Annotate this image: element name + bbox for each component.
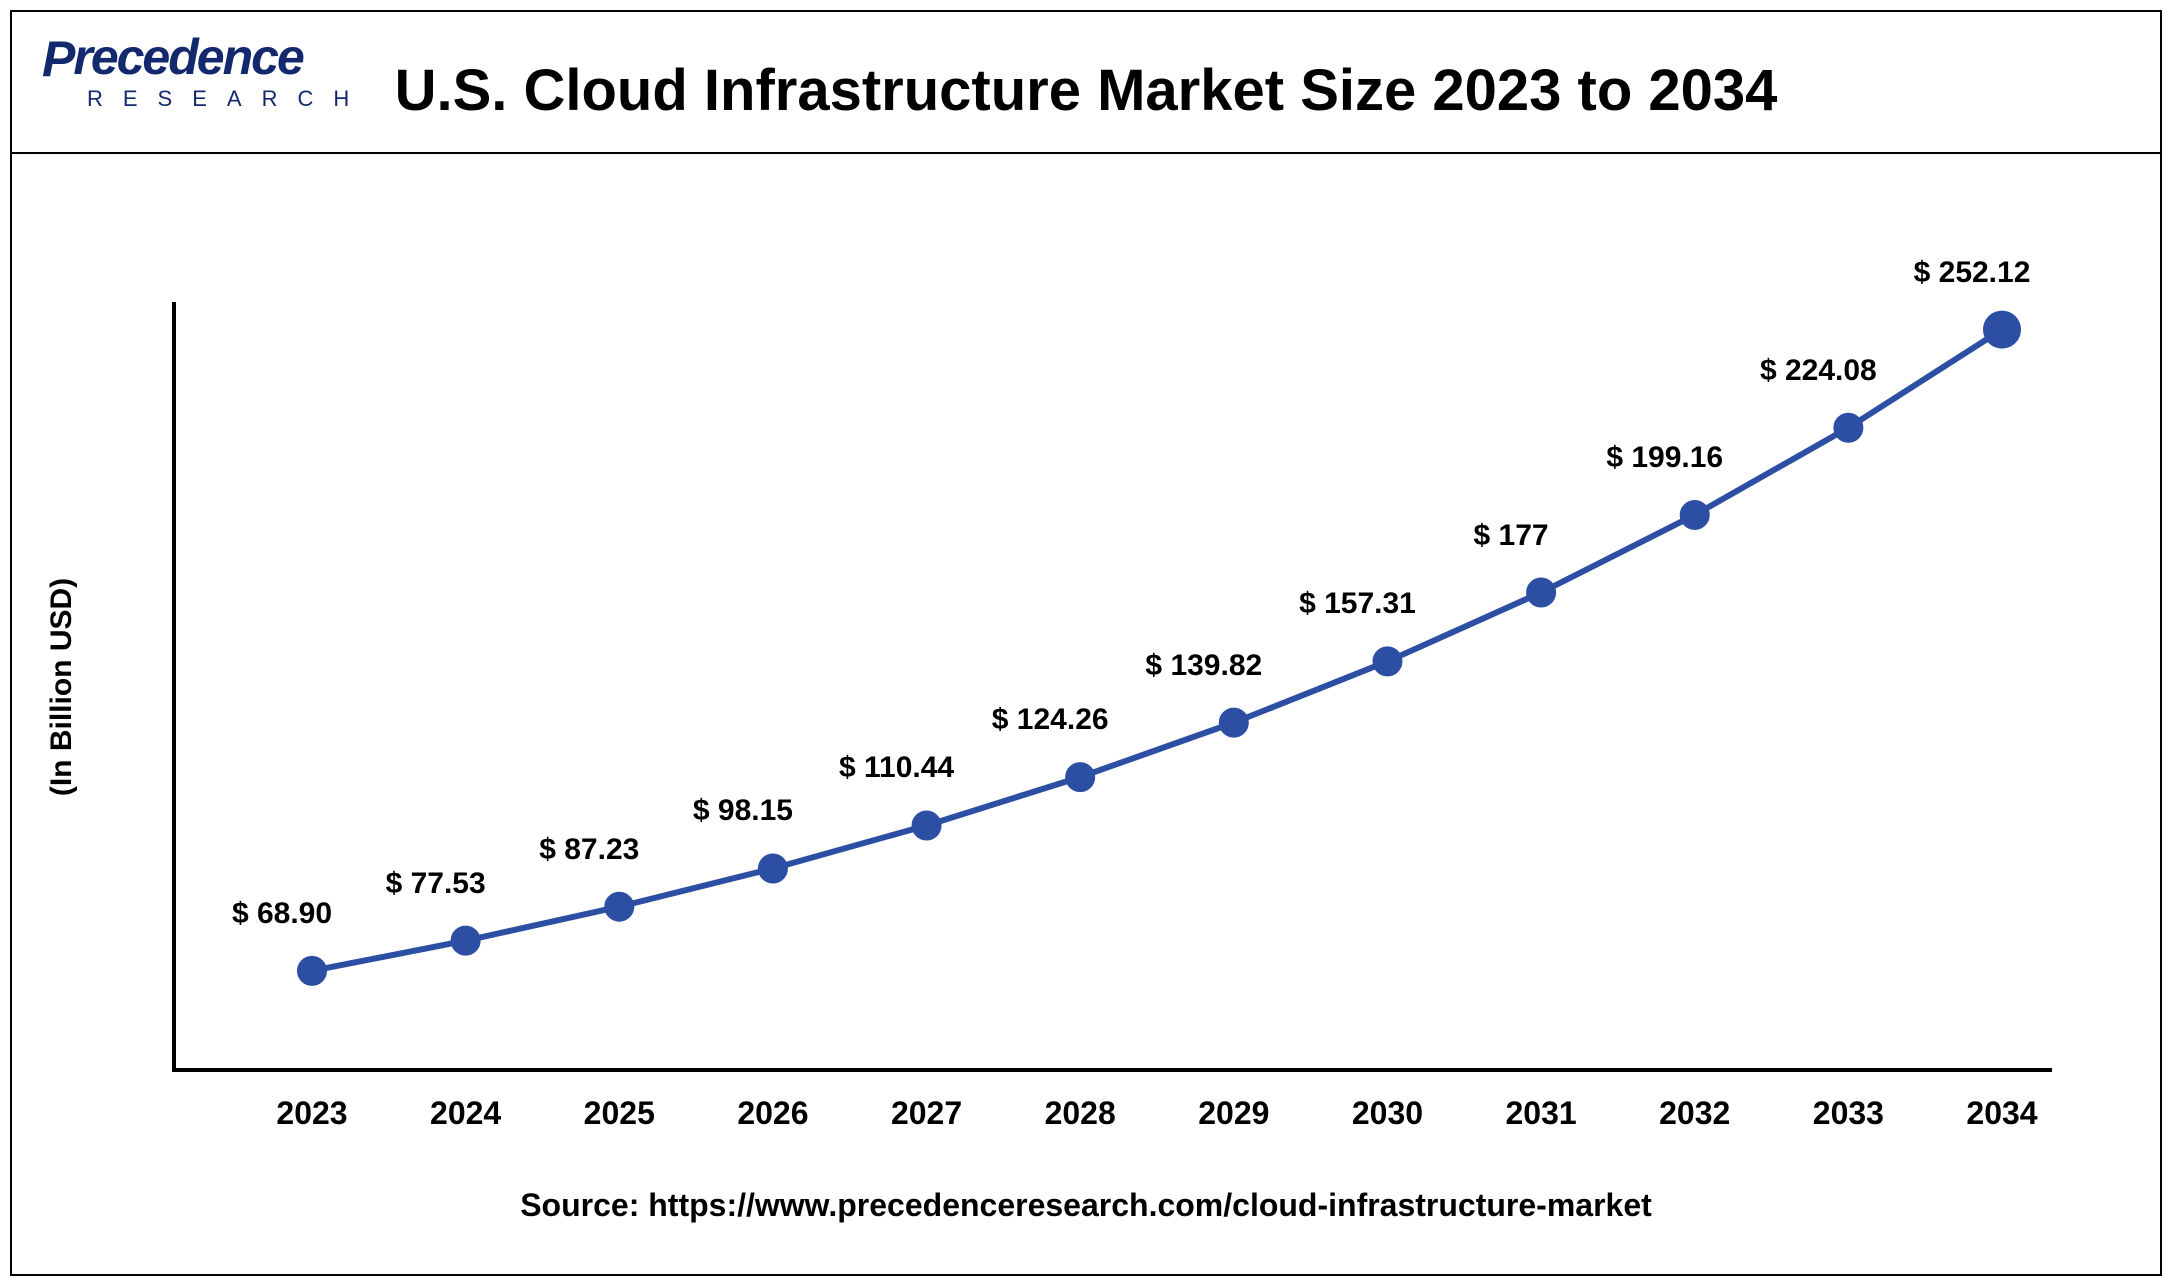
x-tick-label: 2032 bbox=[1659, 1095, 1730, 1132]
data-point bbox=[1527, 579, 1555, 607]
x-tick-label: 2027 bbox=[891, 1095, 962, 1132]
y-axis-label: (In Billion USD) bbox=[45, 578, 79, 796]
x-tick-label: 2024 bbox=[430, 1095, 501, 1132]
data-label: $ 252.12 bbox=[1914, 256, 2031, 290]
data-point bbox=[605, 893, 633, 921]
x-tick-label: 2030 bbox=[1352, 1095, 1423, 1132]
data-label: $ 68.90 bbox=[232, 897, 332, 931]
data-point bbox=[1066, 763, 1094, 791]
source-citation: Source: https://www.precedenceresearch.c… bbox=[12, 1187, 2160, 1224]
x-tick-label: 2034 bbox=[1966, 1095, 2037, 1132]
data-label: $ 87.23 bbox=[539, 833, 639, 867]
x-tick-label: 2031 bbox=[1505, 1095, 1576, 1132]
page-container: Precedence RESEARCH U.S. Cloud Infrastru… bbox=[0, 0, 2172, 1286]
data-point bbox=[1220, 709, 1248, 737]
data-label: $ 77.53 bbox=[386, 867, 486, 901]
chart-frame: Precedence RESEARCH U.S. Cloud Infrastru… bbox=[10, 10, 2162, 1276]
data-label: $ 224.08 bbox=[1760, 354, 1877, 388]
x-tick-label: 2028 bbox=[1045, 1095, 1116, 1132]
data-label: $ 110.44 bbox=[839, 751, 954, 785]
data-label: $ 199.16 bbox=[1606, 441, 1723, 475]
data-point bbox=[1373, 647, 1401, 675]
data-label: $ 124.26 bbox=[992, 703, 1109, 737]
header-bar: Precedence RESEARCH U.S. Cloud Infrastru… bbox=[12, 12, 2160, 154]
data-point bbox=[759, 854, 787, 882]
data-point bbox=[452, 927, 480, 955]
data-point bbox=[1681, 501, 1709, 529]
x-tick-label: 2023 bbox=[276, 1095, 347, 1132]
data-point bbox=[1834, 414, 1862, 442]
plot-svg bbox=[172, 302, 2042, 1072]
data-point bbox=[1984, 312, 2020, 348]
data-label: $ 98.15 bbox=[693, 794, 793, 828]
data-label: $ 139.82 bbox=[1145, 649, 1262, 683]
data-label: $ 177 bbox=[1474, 519, 1549, 553]
data-point bbox=[298, 957, 326, 985]
line-chart: (In Billion USD) 2023$ 68.902024$ 77.532… bbox=[172, 302, 2042, 1072]
x-tick-label: 2025 bbox=[584, 1095, 655, 1132]
chart-title: U.S. Cloud Infrastructure Market Size 20… bbox=[12, 57, 2160, 124]
x-tick-label: 2033 bbox=[1813, 1095, 1884, 1132]
x-tick-label: 2029 bbox=[1198, 1095, 1269, 1132]
x-tick-label: 2026 bbox=[737, 1095, 808, 1132]
data-point bbox=[913, 811, 941, 839]
data-label: $ 157.31 bbox=[1299, 587, 1416, 621]
